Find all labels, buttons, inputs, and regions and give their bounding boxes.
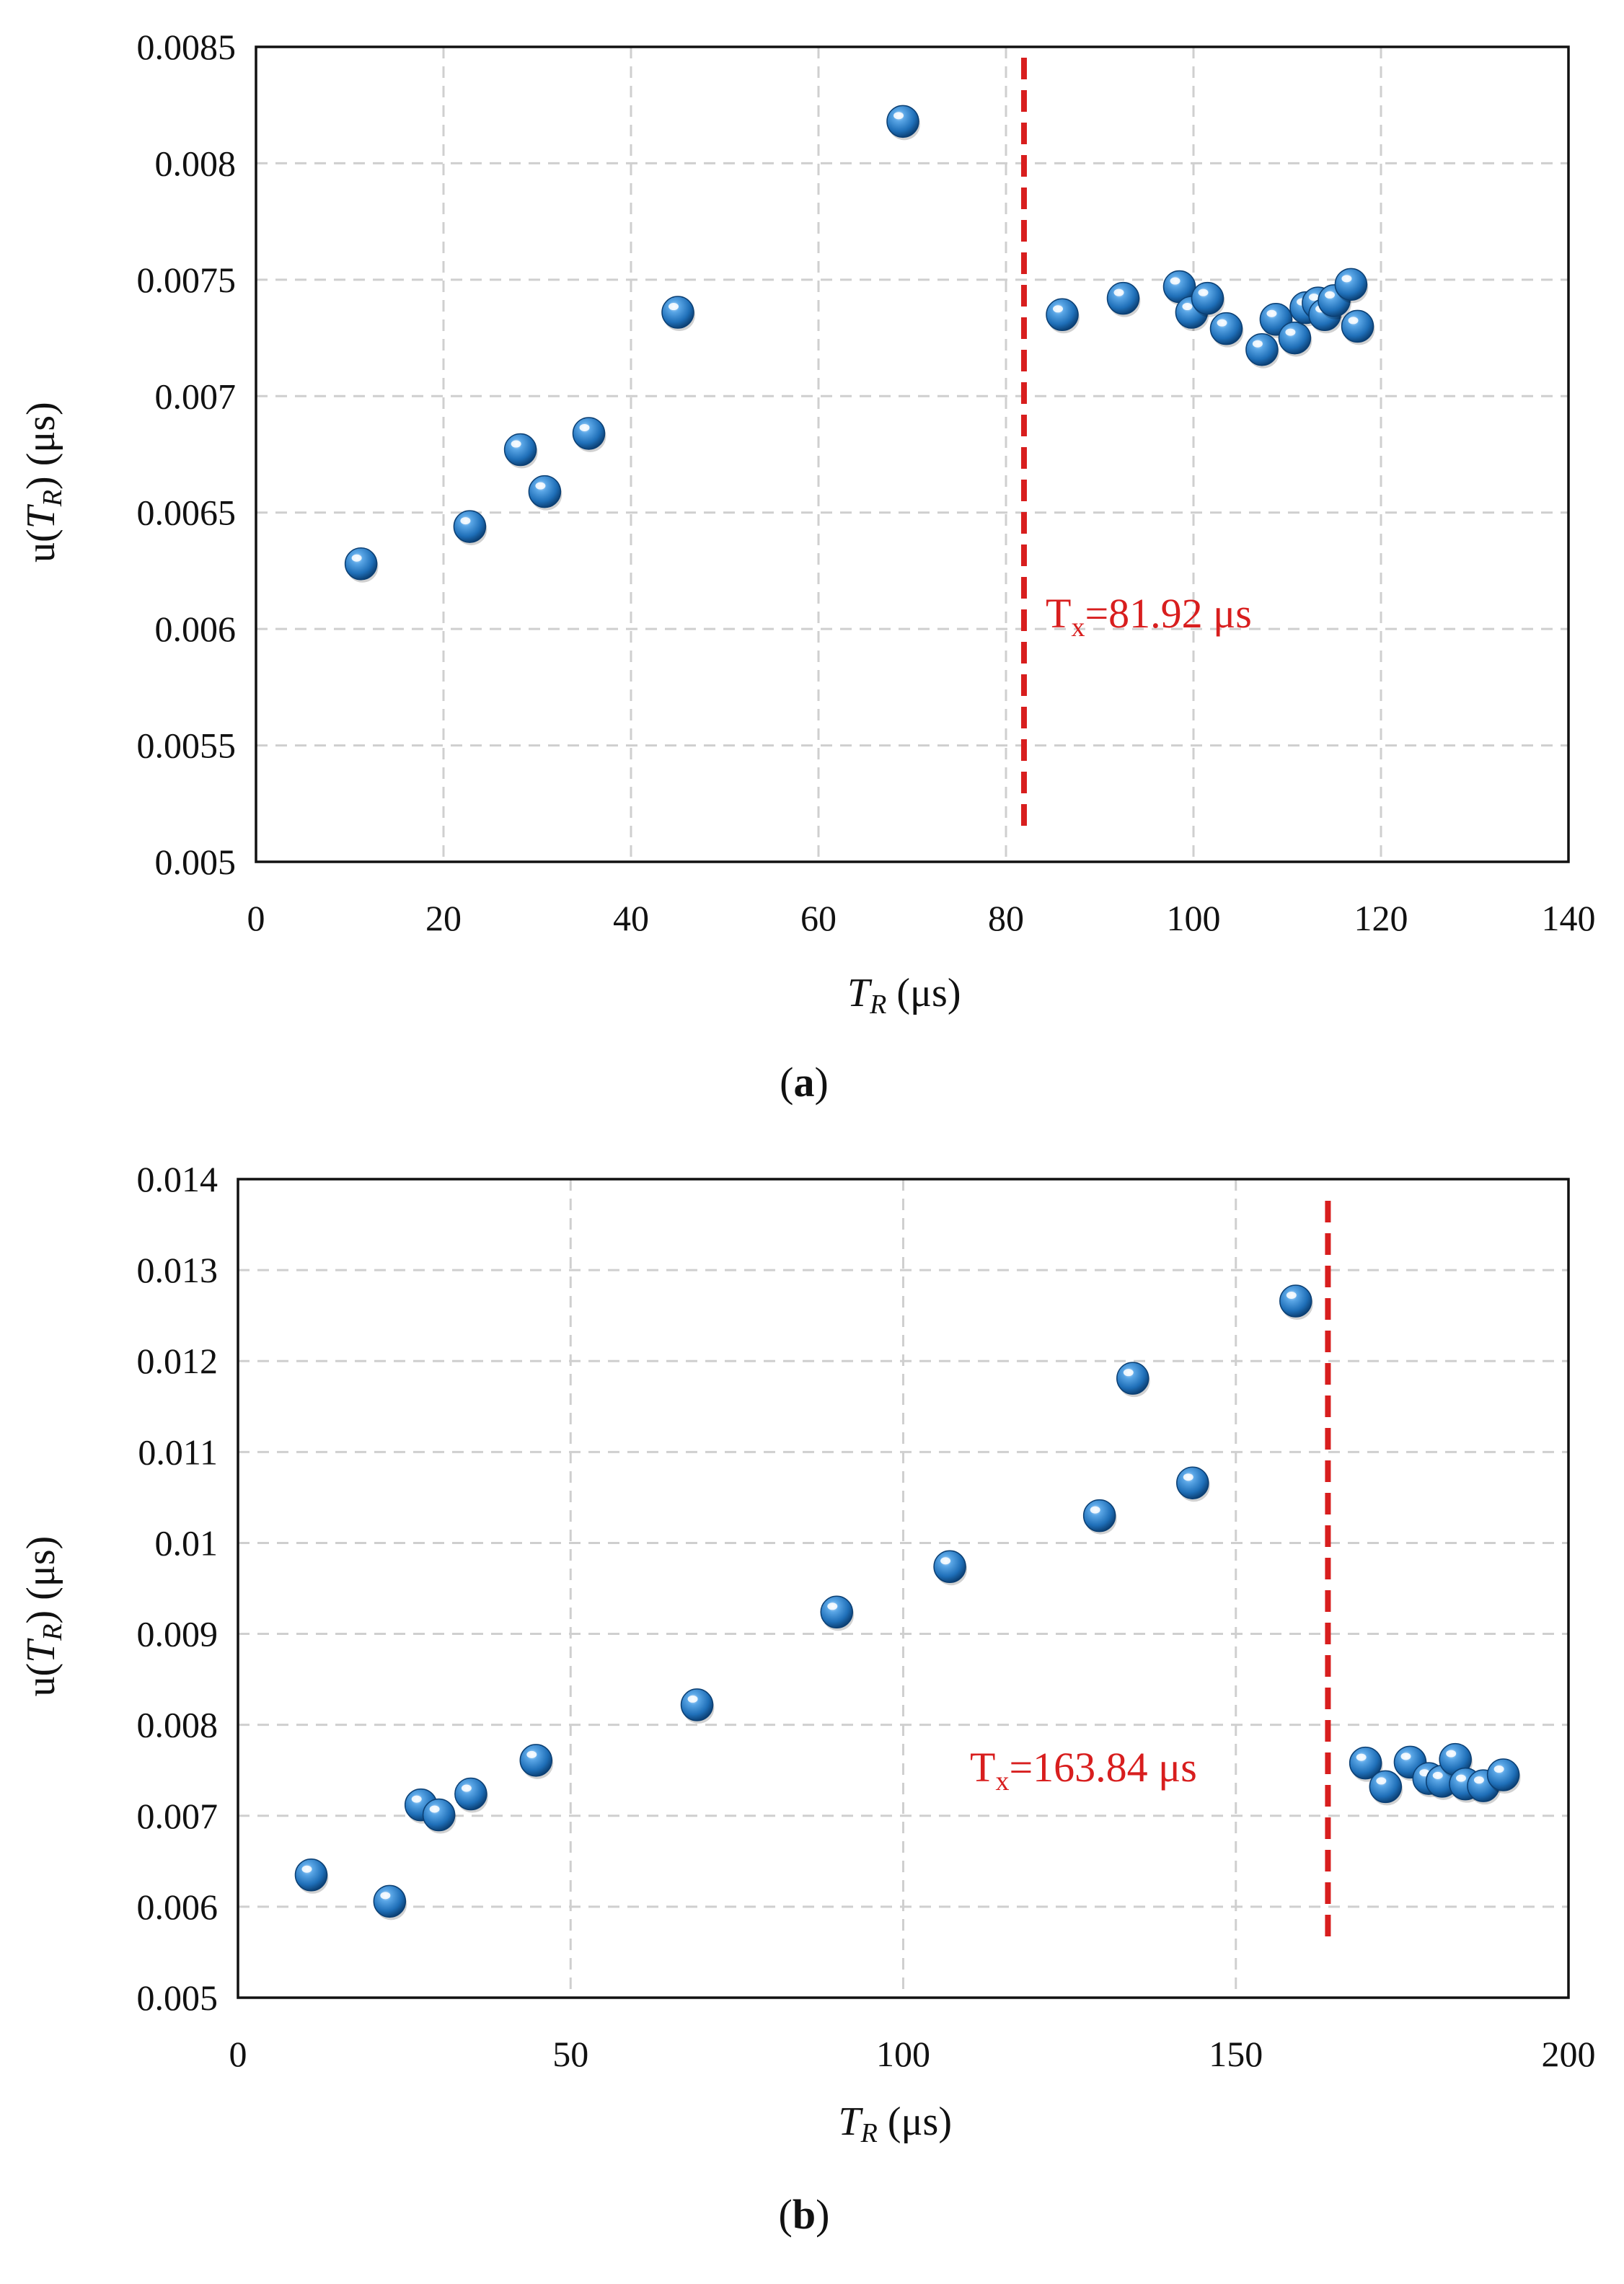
data-point-a-15 [1278,321,1312,357]
y-tick-label-b-6: 0.011 [138,1432,218,1472]
data-point-b-8 [933,1550,968,1586]
y-tick-labels-a: 0.005 0.0055 0.006 0.0065 0.007 0.0075 0.008 0.… [137,27,237,882]
y-tick-label-b-7: 0.012 [137,1341,219,1381]
x-tick-labels-a: 0 20 40 60 80 100 120 140 [247,898,1596,938]
data-point-b-0 [294,1858,329,1894]
data-point-b-6 [680,1688,715,1724]
data-point-a-11 [1191,281,1225,317]
x-tick-label-a-1: 20 [425,898,462,938]
panel-caption-b: (b) [779,2191,830,2238]
data-point-b-14 [1369,1770,1403,1806]
y-tick-label-b-5: 0.01 [155,1522,219,1563]
y-tick-label-a-4: 0.007 [155,376,237,416]
y-tick-label-b-4: 0.009 [137,1614,219,1654]
gridlines-b [238,1179,1568,1998]
x-tick-label-a-6: 120 [1354,898,1408,938]
data-point-b-11 [1176,1466,1210,1502]
data-point-a-12 [1209,312,1244,348]
plot-area-a [255,45,1570,863]
x-tick-label-b-3: 150 [1209,2034,1263,2074]
data-point-b-10 [1116,1362,1150,1398]
y-tick-label-a-6: 0.008 [155,143,237,183]
y-tick-labels-b: 0.005 0.006 0.007 0.008 0.009 0.01 0.011 0.012 0… [137,1159,219,2018]
data-point-b-4 [454,1777,488,1813]
x-tick-label-a-4: 80 [988,898,1024,938]
threshold-label-b: Tx=163.84 μs [970,1744,1197,1796]
data-point-b-1 [373,1884,407,1921]
x-tick-label-b-0: 0 [229,2034,247,2074]
y-tick-label-b-9: 0.014 [137,1159,219,1199]
y-tick-label-a-5: 0.0075 [137,260,237,300]
data-point-a-13 [1245,332,1279,369]
x-tick-label-b-2: 100 [876,2034,930,2074]
data-point-a-7 [1046,298,1080,334]
data-point-a-4 [572,417,606,452]
x-tick-label-a-7: 140 [1542,898,1596,938]
x-tick-label-a-3: 60 [800,898,837,938]
y-tick-label-a-0: 0.005 [155,842,237,882]
plot-area-b [237,1178,1570,1999]
data-point-a-8 [1106,281,1141,317]
y-axis-label-b: u(TR) (μs) [19,1536,68,1697]
y-tick-label-a-7: 0.0085 [137,27,237,67]
data-point-b-7 [820,1595,855,1631]
y-tick-label-b-2: 0.007 [137,1796,219,1836]
data-point-a-0 [344,547,379,583]
y-tick-label-a-1: 0.0055 [137,726,237,766]
data-point-a-20 [1334,268,1369,304]
threshold-label-a: Tx=81.92 μs [1046,590,1252,643]
x-tick-labels-b: 0 50 100 150 200 [229,2034,1596,2074]
y-tick-label-b-1: 0.006 [137,1887,219,1927]
x-axis-label-b: TR (μs) [839,2099,953,2148]
x-tick-label-a-2: 40 [613,898,649,938]
y-tick-label-b-3: 0.008 [137,1705,219,1745]
data-point-a-5 [661,296,695,332]
y-tick-label-b-8: 0.013 [137,1250,219,1290]
data-point-b-12 [1279,1284,1313,1320]
x-tick-label-b-4: 200 [1542,2034,1596,2074]
data-point-a-6 [886,105,920,141]
x-axis-label-a: TR (μs) [847,971,961,1020]
data-point-a-2 [503,433,538,469]
data-points-a [344,105,1375,583]
data-point-a-3 [528,475,562,511]
y-axis-label-a: u(TR) (μs) [19,402,68,563]
x-tick-label-a-0: 0 [247,898,265,938]
y-tick-label-a-2: 0.006 [155,609,237,649]
y-tick-label-a-3: 0.0065 [137,493,237,533]
panel-caption-a: (a) [780,1059,829,1106]
data-point-b-21 [1486,1758,1521,1794]
y-tick-label-b-0: 0.005 [137,1977,219,2018]
chart-panel-b: 0 50 100 150 200 0.0050.0060.0070.0080.0090.… [19,1159,1596,2238]
data-point-b-5 [519,1744,554,1779]
data-point-a-1 [453,510,487,546]
data-point-b-3 [422,1798,456,1834]
x-tick-label-b-1: 50 [552,2034,588,2074]
data-point-b-13 [1349,1746,1383,1782]
data-points-b [294,1284,1521,1921]
data-point-b-9 [1082,1499,1117,1535]
chart-panel-a: 0 20 40 60 80 100 120 140 0.005 0.0055 0.006 0.006… [19,27,1596,1106]
data-point-a-21 [1341,309,1375,345]
gridlines-a [256,47,1568,862]
x-tick-label-a-5: 100 [1167,898,1221,938]
